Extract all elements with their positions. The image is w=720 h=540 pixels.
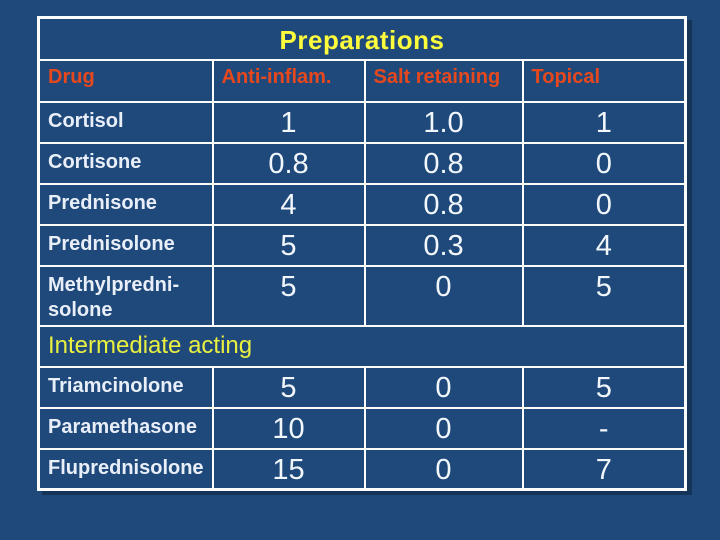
anti-inflam-value-cell: 4: [211, 182, 366, 226]
section-header-label: Intermediate acting: [37, 324, 687, 368]
anti-inflam-value-cell: 5: [211, 264, 366, 327]
drug-name-cell: Cortisol: [37, 100, 214, 144]
salt-retaining-value-cell: 0: [363, 264, 524, 327]
drug-name-cell: Cortisone: [37, 141, 214, 185]
topical-value-cell: 5: [521, 264, 687, 327]
salt-retaining-value-cell: 0.3: [363, 223, 524, 267]
slide-title: Preparations: [37, 16, 687, 61]
topical-value-cell: 0: [521, 182, 687, 226]
drug-name-cell: Methylpredni- solone: [37, 264, 214, 327]
anti-inflam-value-cell: 5: [211, 223, 366, 267]
header-row: Drug Anti-inflam. Salt retaining Topical: [37, 58, 687, 103]
anti-inflam-value-cell: 0.8: [211, 141, 366, 185]
column-header-anti-inflam: Anti-inflam.: [211, 58, 366, 103]
anti-inflam-value-cell: 15: [211, 447, 366, 491]
anti-inflam-value-cell: 10: [211, 406, 366, 450]
preparations-table: Preparations Drug Anti-inflam. Salt reta…: [37, 16, 688, 491]
drug-name-cell: Prednisone: [37, 182, 214, 226]
salt-retaining-value-cell: 0.8: [363, 141, 524, 185]
anti-inflam-value-cell: 1: [211, 100, 366, 144]
table-row-triamcinolone: Triamcinolone 5 0 5: [37, 365, 687, 409]
topical-value-cell: 7: [521, 447, 687, 491]
table-row-cortisone: Cortisone 0.8 0.8 0: [37, 141, 687, 185]
salt-retaining-value-cell: 0: [363, 406, 524, 450]
salt-retaining-value-cell: 0: [363, 365, 524, 409]
table-row-prednisone: Prednisone 4 0.8 0: [37, 182, 687, 226]
title-row: Preparations: [37, 16, 687, 61]
topical-value-cell: 0: [521, 141, 687, 185]
salt-retaining-value-cell: 1.0: [363, 100, 524, 144]
column-header-drug: Drug: [37, 58, 214, 103]
column-header-salt-retaining: Salt retaining: [363, 58, 524, 103]
table-row-prednisolone: Prednisolone 5 0.3 4: [37, 223, 687, 267]
drug-name-cell: Triamcinolone: [37, 365, 214, 409]
drug-name-cell: Paramethasone: [37, 406, 214, 450]
topical-value-cell: 4: [521, 223, 687, 267]
salt-retaining-value-cell: 0.8: [363, 182, 524, 226]
topical-value-cell: -: [521, 406, 687, 450]
table-row-cortisol: Cortisol 1 1.0 1: [37, 100, 687, 144]
table-row-fluprednisolone: Fluprednisolone 15 0 7: [37, 447, 687, 491]
anti-inflam-value-cell: 5: [211, 365, 366, 409]
table-row-paramethasone: Paramethasone 10 0 -: [37, 406, 687, 450]
section-header-row: Intermediate acting: [37, 324, 687, 368]
salt-retaining-value-cell: 0: [363, 447, 524, 491]
table-row-methylprednisolone: Methylpredni- solone 5 0 5: [37, 264, 687, 327]
topical-value-cell: 1: [521, 100, 687, 144]
drug-name-cell: Fluprednisolone: [37, 447, 214, 491]
topical-value-cell: 5: [521, 365, 687, 409]
drug-name-cell: Prednisolone: [37, 223, 214, 267]
column-header-topical: Topical: [521, 58, 687, 103]
